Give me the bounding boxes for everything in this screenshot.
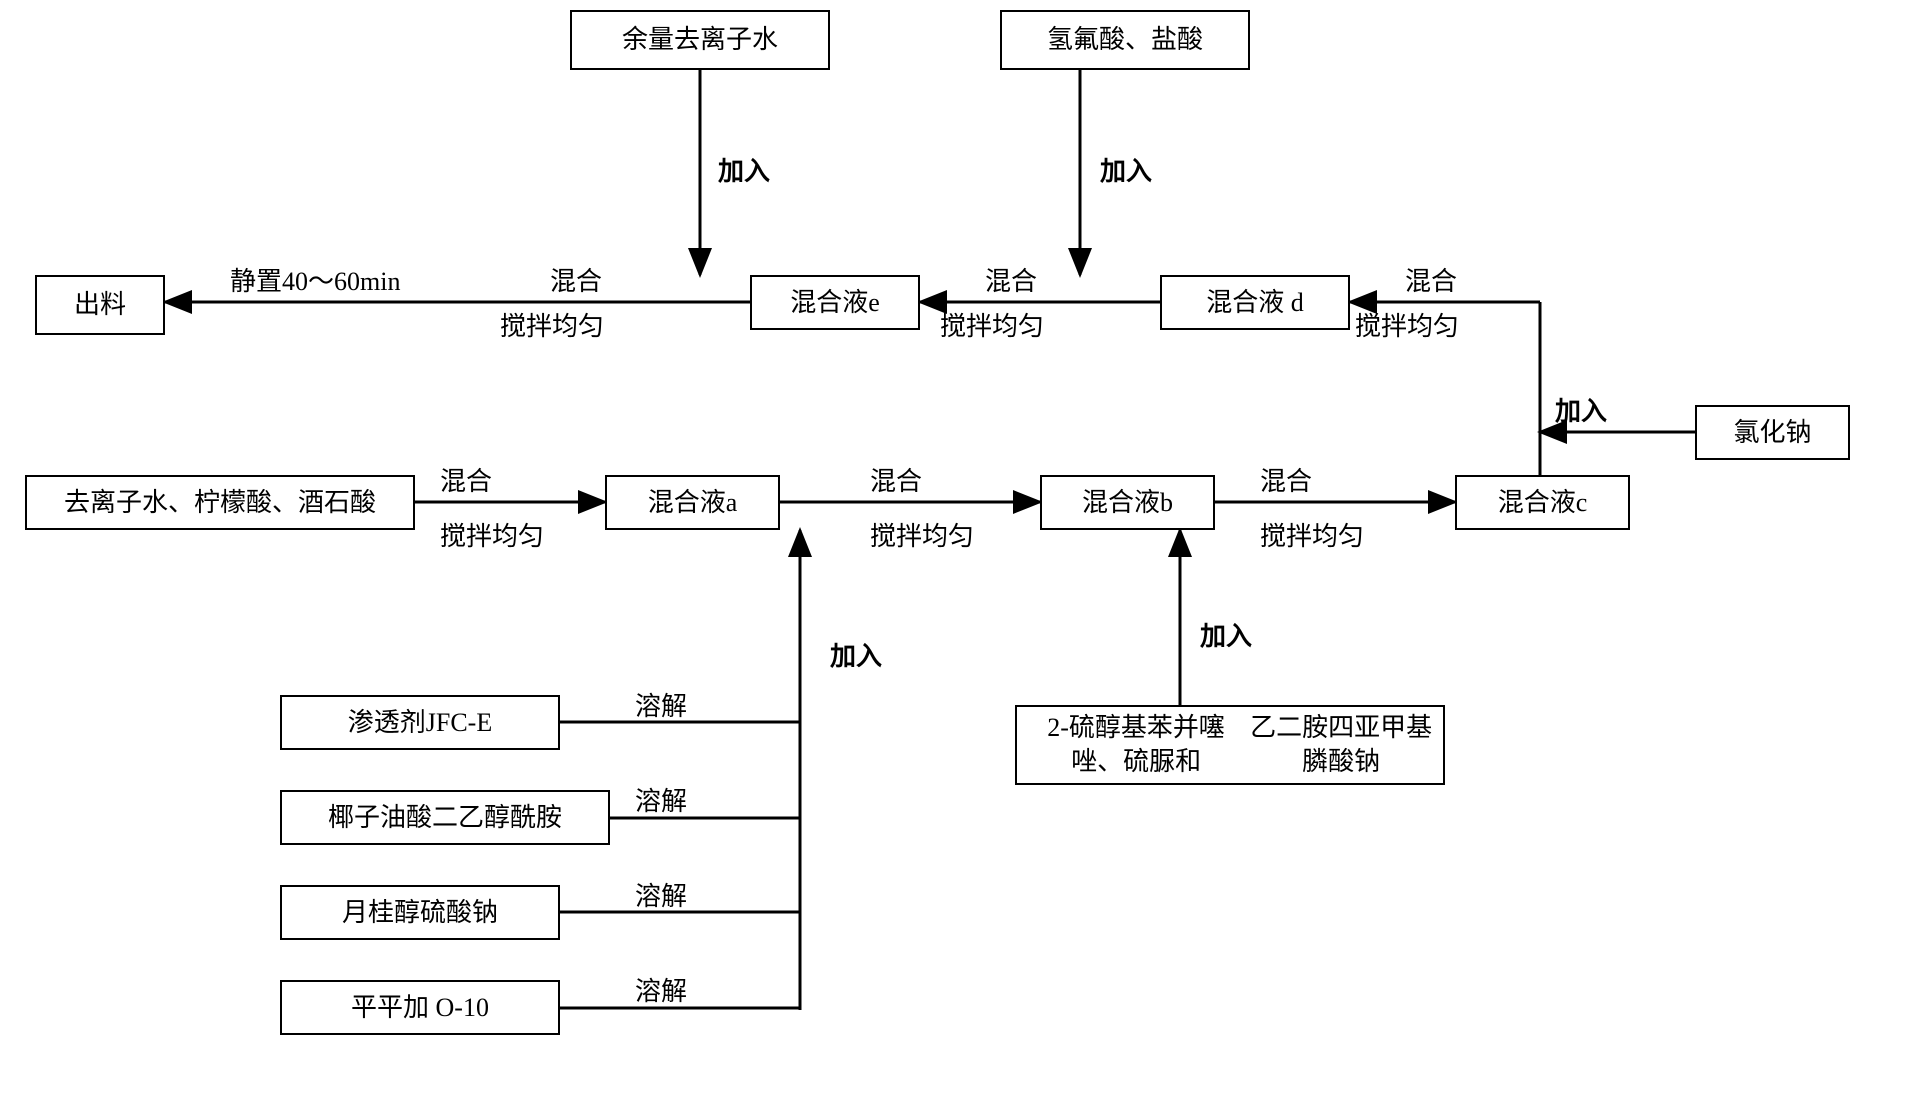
edge-label-l_diss1: 溶解 <box>635 690 687 724</box>
edge-label-l_diss2: 溶解 <box>635 785 687 819</box>
node-text: 混合液c <box>1498 486 1588 520</box>
node-text: 乙二胺四亚甲基膦酸钠 <box>1247 711 1435 779</box>
node-text: 氢氟酸、盐酸 <box>1047 23 1203 57</box>
node-n_start: 去离子水、柠檬酸、酒石酸 <box>25 475 415 530</box>
node-n_inhib: 2-硫醇基苯并噻唑、硫脲和乙二胺四亚甲基膦酸钠 <box>1015 705 1445 785</box>
edge-label-l_stir2: 搅拌均匀 <box>940 310 1044 344</box>
node-n_mix_d: 混合液 d <box>1160 275 1350 330</box>
node-n_mix_b: 混合液b <box>1040 475 1215 530</box>
node-n_nacl: 氯化钠 <box>1695 405 1850 460</box>
node-n_water: 余量去离子水 <box>570 10 830 70</box>
node-n_coco: 椰子油酸二乙醇酰胺 <box>280 790 610 845</box>
node-text: 椰子油酸二乙醇酰胺 <box>328 801 562 835</box>
edge-label-l_add2: 加入 <box>1100 155 1152 189</box>
edge-label-l_mix2: 混合 <box>985 265 1037 299</box>
node-n_mix_e: 混合液e <box>750 275 920 330</box>
node-text: 去离子水、柠檬酸、酒石酸 <box>64 486 376 520</box>
edge-label-l_stir5: 搅拌均匀 <box>870 520 974 554</box>
node-text: 混合液a <box>648 486 738 520</box>
node-text: 平平加 O-10 <box>351 991 489 1025</box>
node-n_hf_hcl: 氢氟酸、盐酸 <box>1000 10 1250 70</box>
node-text: 月桂醇硫酸钠 <box>342 896 498 930</box>
edge-label-l_mix4: 混合 <box>440 465 492 499</box>
edge-label-l_rest: 静置40～60min <box>230 265 400 299</box>
node-text: 混合液e <box>790 286 880 320</box>
node-text: 混合液b <box>1082 486 1173 520</box>
edge-label-l_stir1: 搅拌均匀 <box>500 310 604 344</box>
node-text: 出料 <box>74 288 126 322</box>
node-n_o10: 平平加 O-10 <box>280 980 560 1035</box>
edge-label-l_stir3: 搅拌均匀 <box>1355 310 1459 344</box>
edge-label-l_add4: 加入 <box>1200 620 1252 654</box>
edge-label-l_mix6: 混合 <box>1260 465 1312 499</box>
edge-label-l_mix5: 混合 <box>870 465 922 499</box>
edge-label-l_add3: 加入 <box>830 640 882 674</box>
node-n_sls: 月桂醇硫酸钠 <box>280 885 560 940</box>
node-n_output: 出料 <box>35 275 165 335</box>
edge-label-l_diss3: 溶解 <box>635 880 687 914</box>
node-n_mix_a: 混合液a <box>605 475 780 530</box>
node-n_jfc: 渗透剂JFC-E <box>280 695 560 750</box>
node-n_mix_c: 混合液c <box>1455 475 1630 530</box>
node-text: 渗透剂JFC-E <box>348 706 492 740</box>
edge-label-l_stir4: 搅拌均匀 <box>440 520 544 554</box>
edge-label-l_add1: 加入 <box>718 155 770 189</box>
edge-label-l_mix3: 混合 <box>1405 265 1457 299</box>
node-text: 氯化钠 <box>1733 416 1811 450</box>
edge-label-l_mix1: 混合 <box>550 265 602 299</box>
node-text: 2-硫醇基苯并噻唑、硫脲和 <box>1025 711 1247 779</box>
node-text: 混合液 d <box>1206 286 1304 320</box>
edge-label-l_add_nacl: 加入 <box>1555 395 1607 429</box>
edge-label-l_stir6: 搅拌均匀 <box>1260 520 1364 554</box>
node-text: 余量去离子水 <box>622 23 778 57</box>
edge-label-l_diss4: 溶解 <box>635 975 687 1009</box>
